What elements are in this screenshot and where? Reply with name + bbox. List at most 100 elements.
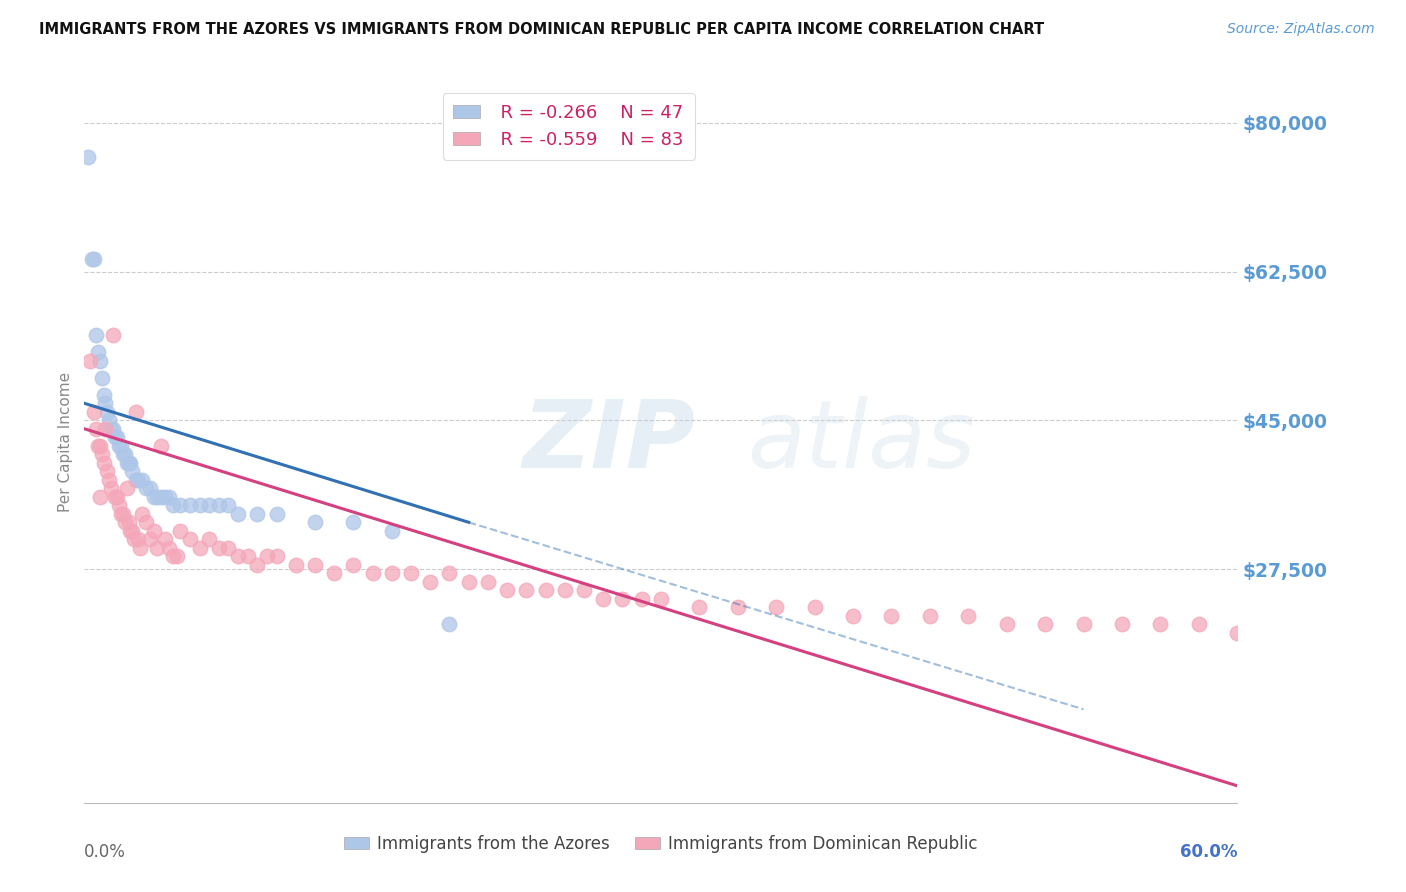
Point <box>198 533 221 547</box>
Point <box>266 507 288 521</box>
Point <box>208 541 231 555</box>
Point <box>342 558 364 572</box>
Point <box>77 150 100 164</box>
Point <box>1188 617 1211 632</box>
Text: Source: ZipAtlas.com: Source: ZipAtlas.com <box>1227 22 1375 37</box>
Point <box>138 533 160 547</box>
Point <box>880 608 903 623</box>
Point <box>592 591 614 606</box>
Point <box>226 507 249 521</box>
Point <box>554 583 576 598</box>
Point <box>84 422 107 436</box>
Point <box>150 439 173 453</box>
Point <box>83 405 105 419</box>
Point <box>381 524 404 538</box>
Point <box>146 541 169 555</box>
Point <box>115 456 138 470</box>
Point <box>89 490 111 504</box>
Point <box>842 608 865 623</box>
Point <box>381 566 404 581</box>
Point <box>399 566 422 581</box>
Text: 0.0%: 0.0% <box>84 843 127 861</box>
Point <box>135 516 157 530</box>
Point <box>105 430 128 444</box>
Point <box>477 574 499 589</box>
Point <box>96 464 118 478</box>
Point <box>146 490 169 504</box>
Point <box>304 558 326 572</box>
Point <box>142 490 165 504</box>
Point <box>120 524 142 538</box>
Point <box>131 507 153 521</box>
Point <box>110 439 132 453</box>
Point <box>218 541 240 555</box>
Point <box>93 388 115 402</box>
Point <box>114 447 136 461</box>
Point <box>534 583 557 598</box>
Point <box>104 490 127 504</box>
Point <box>150 490 173 504</box>
Point <box>1149 617 1171 632</box>
Point <box>108 439 131 453</box>
Text: IMMIGRANTS FROM THE AZORES VS IMMIGRANTS FROM DOMINICAN REPUBLIC PER CAPITA INCO: IMMIGRANTS FROM THE AZORES VS IMMIGRANTS… <box>39 22 1045 37</box>
Point <box>157 541 180 555</box>
Point <box>342 516 364 530</box>
Point <box>89 439 111 453</box>
Point <box>226 549 249 564</box>
Point <box>103 328 124 343</box>
Point <box>104 430 127 444</box>
Point <box>765 600 787 615</box>
Point <box>127 473 149 487</box>
Point <box>117 456 139 470</box>
Point <box>94 422 117 436</box>
Text: ZIP: ZIP <box>523 395 696 488</box>
Point <box>96 405 118 419</box>
Point <box>83 252 105 266</box>
Point <box>246 507 269 521</box>
Text: 60.0%: 60.0% <box>1180 843 1237 861</box>
Point <box>125 405 148 419</box>
Point <box>361 566 384 581</box>
Point <box>108 498 131 512</box>
Point <box>1111 617 1133 632</box>
Point <box>93 456 115 470</box>
Point <box>105 490 128 504</box>
Point <box>166 549 188 564</box>
Point <box>98 473 121 487</box>
Point <box>198 498 221 512</box>
Point <box>995 617 1018 632</box>
Point <box>80 252 103 266</box>
Point <box>419 574 441 589</box>
Point <box>114 516 136 530</box>
Point <box>111 507 134 521</box>
Legend: Immigrants from the Azores, Immigrants from Dominican Republic: Immigrants from the Azores, Immigrants f… <box>337 828 984 860</box>
Point <box>157 490 180 504</box>
Point <box>1073 617 1095 632</box>
Point <box>803 600 825 615</box>
Point <box>256 549 278 564</box>
Point <box>179 498 201 512</box>
Point <box>90 447 112 461</box>
Point <box>515 583 537 598</box>
Point <box>100 481 122 495</box>
Point <box>87 345 110 359</box>
Text: atlas: atlas <box>748 396 976 487</box>
Point <box>246 558 269 572</box>
Point <box>129 541 152 555</box>
Point <box>117 516 139 530</box>
Point <box>142 524 165 538</box>
Point <box>153 533 176 547</box>
Point <box>169 524 191 538</box>
Point <box>284 558 307 572</box>
Point <box>121 464 143 478</box>
Point <box>727 600 749 615</box>
Point <box>125 473 148 487</box>
Point <box>131 473 153 487</box>
Point <box>98 413 121 427</box>
Point <box>266 549 288 564</box>
Point <box>957 608 980 623</box>
Point <box>612 591 634 606</box>
Point <box>688 600 710 615</box>
Point <box>162 498 184 512</box>
Point <box>100 422 122 436</box>
